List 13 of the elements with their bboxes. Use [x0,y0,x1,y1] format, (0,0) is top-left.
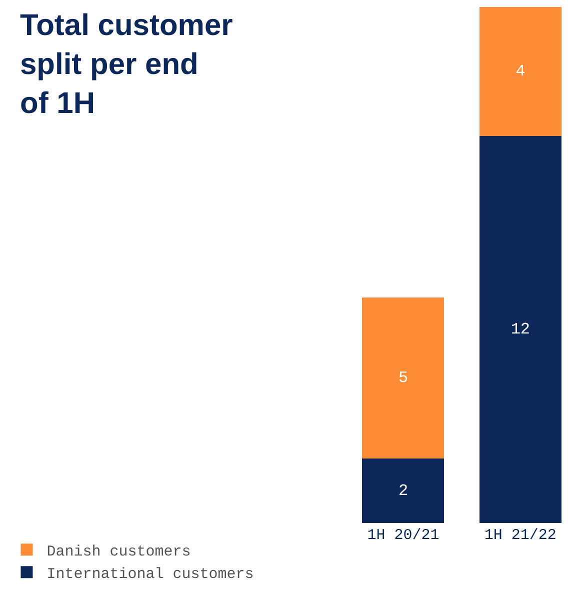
x-tick-label: 1H 20/21 [367,527,440,544]
data-label: 12 [510,320,530,338]
x-tick-label: 1H 21/22 [484,527,556,544]
data-label: 2 [398,482,408,500]
legend-label: Danish customers [46,543,191,560]
text: Total customer split per end of 1H [20,9,234,120]
legend-label: International customers [46,566,254,583]
data-label: 5 [398,368,408,387]
bar [479,136,562,523]
data-label: 4 [516,62,526,80]
bar [479,7,562,136]
bar [362,297,444,458]
bar [362,458,444,523]
